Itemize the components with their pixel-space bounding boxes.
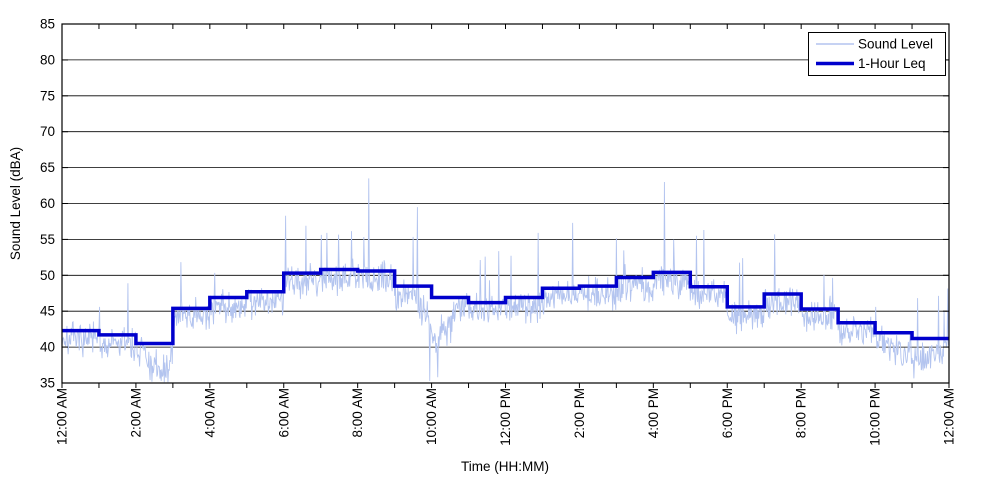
x-tick-label: 8:00 AM <box>350 388 365 438</box>
y-tick-label: 40 <box>40 340 55 355</box>
x-tick-label: 4:00 PM <box>646 388 661 438</box>
plot-frame-ticks <box>61 23 950 388</box>
legend-box <box>808 32 946 76</box>
y-tick-label: 85 <box>40 17 55 32</box>
x-tick-label: 6:00 AM <box>276 388 291 438</box>
legend: Sound Level 1-Hour Leq <box>808 32 946 76</box>
x-tick-label: 12:00 AM <box>942 388 957 445</box>
legend-sound-level-label: Sound Level <box>858 37 933 52</box>
y-tick-label: 50 <box>40 268 55 283</box>
y-axis-label: Sound Level (dBA) <box>8 147 23 260</box>
x-tick-label: 4:00 AM <box>202 388 217 438</box>
x-axis-label: Time (HH:MM) <box>461 459 549 474</box>
x-tick-label: 10:00 PM <box>868 388 883 446</box>
x-tick-label: 10:00 AM <box>424 388 439 445</box>
leq-series-line <box>62 267 949 346</box>
legend-leq-label: 1-Hour Leq <box>858 56 926 71</box>
x-tick-label: 8:00 PM <box>794 388 809 438</box>
x-tick-label: 12:00 PM <box>498 388 513 446</box>
sound-level-series-line <box>61 178 949 383</box>
y-tick-label: 45 <box>40 304 55 319</box>
x-tick-label: 2:00 AM <box>128 388 143 438</box>
axis-tick-labels: 35 40 45 50 55 60 65 70 75 80 85 12:00 AM 2:00 AM 4:0… <box>40 17 957 446</box>
data-series <box>61 178 949 383</box>
y-tick-label: 80 <box>40 52 55 67</box>
x-tick-label: 6:00 PM <box>720 388 735 438</box>
x-tick-label: 12:00 AM <box>55 388 70 445</box>
y-tick-label: 35 <box>40 376 55 391</box>
y-tick-label: 60 <box>40 196 55 211</box>
y-tick-label: 65 <box>40 160 55 175</box>
y-tick-label: 70 <box>40 124 55 139</box>
y-tick-label: 55 <box>40 232 55 247</box>
y-tick-label: 75 <box>40 88 55 103</box>
x-tick-label: 2:00 PM <box>572 388 587 438</box>
